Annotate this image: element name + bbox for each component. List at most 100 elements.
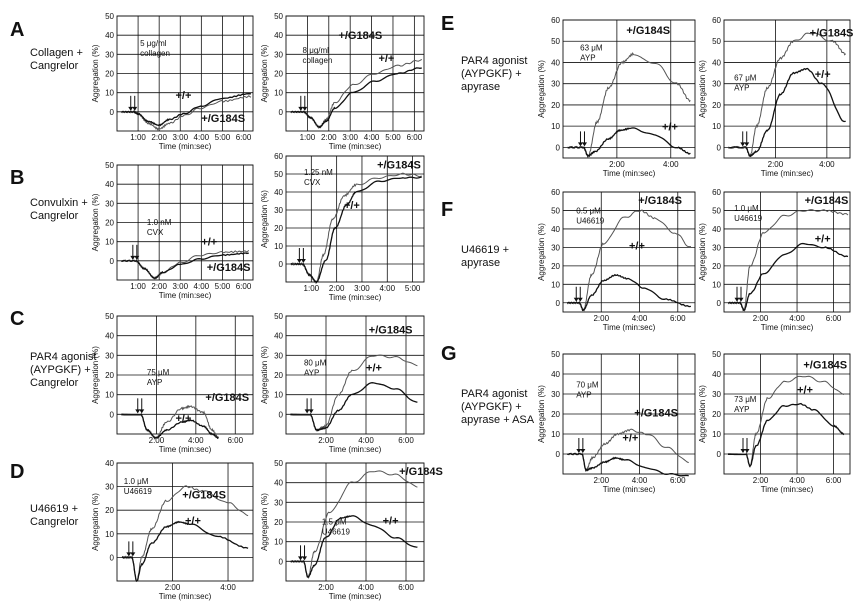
x-axis-label: Time (min:sec) (159, 142, 212, 151)
panel-condition-F: U46619 + (461, 244, 509, 256)
y-axis-label: Aggregation (%) (260, 493, 269, 551)
y-tick-label: 20 (712, 262, 721, 271)
x-axis-label: Time (min:sec) (329, 592, 382, 601)
x-tick-label: 6:00 (826, 476, 842, 485)
plot-frame (723, 19, 851, 159)
y-axis-label: Aggregation (%) (698, 385, 707, 443)
plot-C2: 0 10 20 30 40 50 2:00 4:00 6:00 Time (min:sec) Agg… (260, 312, 425, 454)
series-label: +/G184S (205, 392, 249, 404)
plot-G2: 0 10 20 30 40 50 2:00 4:00 6:00 Time (min:sec) Agg… (698, 350, 851, 494)
y-tick-label: 40 (712, 58, 721, 67)
y-tick-label: 0 (556, 299, 561, 308)
y-tick-label: 0 (279, 260, 284, 269)
plot-D2: 0 10 20 30 40 50 2:00 4:00 6:00 Time (min:sec) Agg… (260, 459, 443, 601)
agonist-annotation: 0.5 μM (576, 207, 601, 216)
y-tick-label: 60 (712, 16, 721, 25)
x-tick-label: 2:00 (593, 476, 609, 485)
panel-condition-D: U46619 + (30, 503, 78, 515)
y-tick-label: 0 (556, 143, 561, 152)
agonist-arrow (302, 556, 308, 561)
y-tick-label: 40 (274, 332, 283, 341)
agonist-annotation: AYP (576, 391, 591, 400)
y-tick-label: 50 (712, 206, 721, 215)
plot-A1: 0 10 20 30 40 50 1:00 2:00 3:00 4:00 5:00 6:00 Time … (91, 12, 254, 151)
agonist-annotation: U46619 (322, 527, 351, 536)
agonist-arrow (139, 409, 145, 414)
y-tick-label: 30 (274, 498, 283, 507)
y-tick-label: 30 (105, 50, 114, 59)
series-line (567, 452, 689, 477)
agonist-annotation: AYP (304, 369, 319, 378)
agonist-arrow (740, 142, 746, 147)
series-line (728, 67, 846, 158)
panel-letter-F: F (441, 199, 453, 221)
y-tick-label: 20 (105, 70, 114, 79)
y-axis-label: Aggregation (%) (91, 346, 100, 404)
panel-condition-C: (AYPGKF) + (30, 364, 91, 376)
panel-condition-G: apyrase + ASA (461, 414, 535, 426)
x-tick-label: 1:00 (130, 282, 146, 291)
x-tick-label: 2:00 (753, 476, 769, 485)
x-tick-label: 2:00 (609, 160, 625, 169)
plot-F1: 0 10 20 30 40 50 60 2:00 4:00 6:00 Time (min:sec) A… (537, 188, 696, 332)
agonist-arrow (581, 142, 587, 147)
agonist-arrow (298, 106, 304, 111)
panel-condition-A: Collagen + (30, 47, 83, 59)
agonist-arrow (135, 409, 141, 414)
agonist-arrow (744, 449, 750, 453)
plot-E2: 0 10 20 30 40 50 60 2:00 4:00 Time (min:sec) Aggre… (698, 16, 853, 178)
y-tick-label: 20 (274, 70, 283, 79)
series-label: +/G184S (810, 28, 854, 40)
agonist-annotation: 1.5 μM (322, 517, 347, 526)
x-tick-label: 2:00 (151, 133, 167, 142)
series-line (290, 67, 422, 129)
x-tick-label: 3:00 (354, 284, 370, 293)
y-tick-label: 30 (712, 243, 721, 252)
y-tick-label: 50 (274, 459, 283, 468)
agonist-arrow (734, 297, 740, 302)
x-tick-label: 4:00 (789, 476, 805, 485)
y-tick-label: 40 (712, 225, 721, 234)
x-tick-label: 6:00 (670, 476, 686, 485)
y-tick-label: 40 (274, 31, 283, 40)
agonist-annotation: 73 μM (734, 395, 757, 404)
series-label: +/G184S (207, 262, 251, 274)
x-tick-label: 4:00 (379, 284, 395, 293)
panel-letter-C: C (10, 308, 24, 330)
x-axis-label: Time (min:sec) (329, 445, 382, 454)
y-tick-label: 0 (110, 257, 115, 266)
y-tick-label: 40 (105, 180, 114, 189)
x-tick-label: 2:00 (753, 314, 769, 323)
plot-frame (562, 353, 696, 475)
y-tick-label: 50 (551, 206, 560, 215)
agonist-annotation: 63 μM (580, 43, 603, 52)
y-tick-label: 60 (274, 152, 283, 161)
panel-letter-G: G (441, 343, 457, 365)
x-tick-label: 2:00 (151, 282, 167, 291)
x-tick-label: 6:00 (236, 282, 252, 291)
agonist-annotation: 1.25 nM (304, 168, 333, 177)
y-tick-label: 40 (551, 58, 560, 67)
panel-letter-B: B (10, 167, 24, 189)
agonist-annotation: CVX (304, 178, 321, 187)
series-line (566, 273, 691, 312)
agonist-arrow (308, 409, 314, 414)
series-line (120, 93, 251, 127)
y-tick-label: 40 (105, 31, 114, 40)
y-tick-label: 30 (274, 50, 283, 59)
agonist-annotation: 67 μM (734, 74, 757, 83)
y-tick-label: 10 (551, 280, 560, 289)
x-axis-label: Time (min:sec) (159, 291, 212, 300)
plot-E1: 0 10 20 30 40 50 60 2:00 4:00 Time (min:sec) Aggre… (537, 16, 696, 178)
series-line (727, 209, 849, 312)
agonist-annotation: AYP (734, 405, 749, 414)
y-tick-label: 40 (105, 332, 114, 341)
y-tick-label: 10 (551, 122, 560, 131)
y-tick-label: 20 (105, 371, 114, 380)
panel-condition-B: Convulxin + (30, 197, 88, 209)
plot-frame (285, 155, 425, 283)
plot-B1: 0 10 20 30 40 50 1:00 2:00 3:00 4:00 5:00 6:00 Time … (91, 161, 254, 300)
series-label: +/+ (378, 53, 394, 65)
agonist-annotation: 80 μM (304, 359, 327, 368)
series-line (290, 382, 418, 432)
